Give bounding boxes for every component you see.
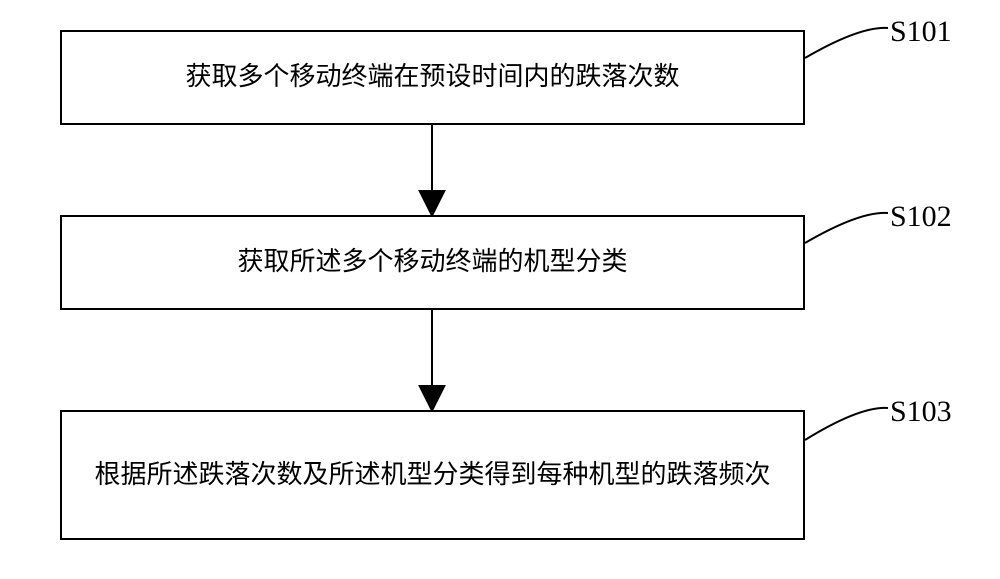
flowchart-canvas: 获取多个移动终端在预设时间内的跌落次数获取所述多个移动终端的机型分类根据所述跌落… bbox=[0, 0, 1000, 579]
callout-arc-s102 bbox=[805, 213, 888, 243]
callout-arc-s101 bbox=[805, 28, 888, 58]
flow-node-s101: 获取多个移动终端在预设时间内的跌落次数 bbox=[60, 30, 805, 125]
step-label-s102: S102 bbox=[890, 200, 952, 234]
flow-node-s102: 获取所述多个移动终端的机型分类 bbox=[60, 215, 805, 310]
step-label-s103: S103 bbox=[890, 395, 952, 429]
step-label-s101: S101 bbox=[890, 15, 952, 49]
callout-arc-s103 bbox=[805, 408, 888, 440]
flow-node-s103: 根据所述跌落次数及所述机型分类得到每种机型的跌落频次 bbox=[60, 410, 805, 540]
